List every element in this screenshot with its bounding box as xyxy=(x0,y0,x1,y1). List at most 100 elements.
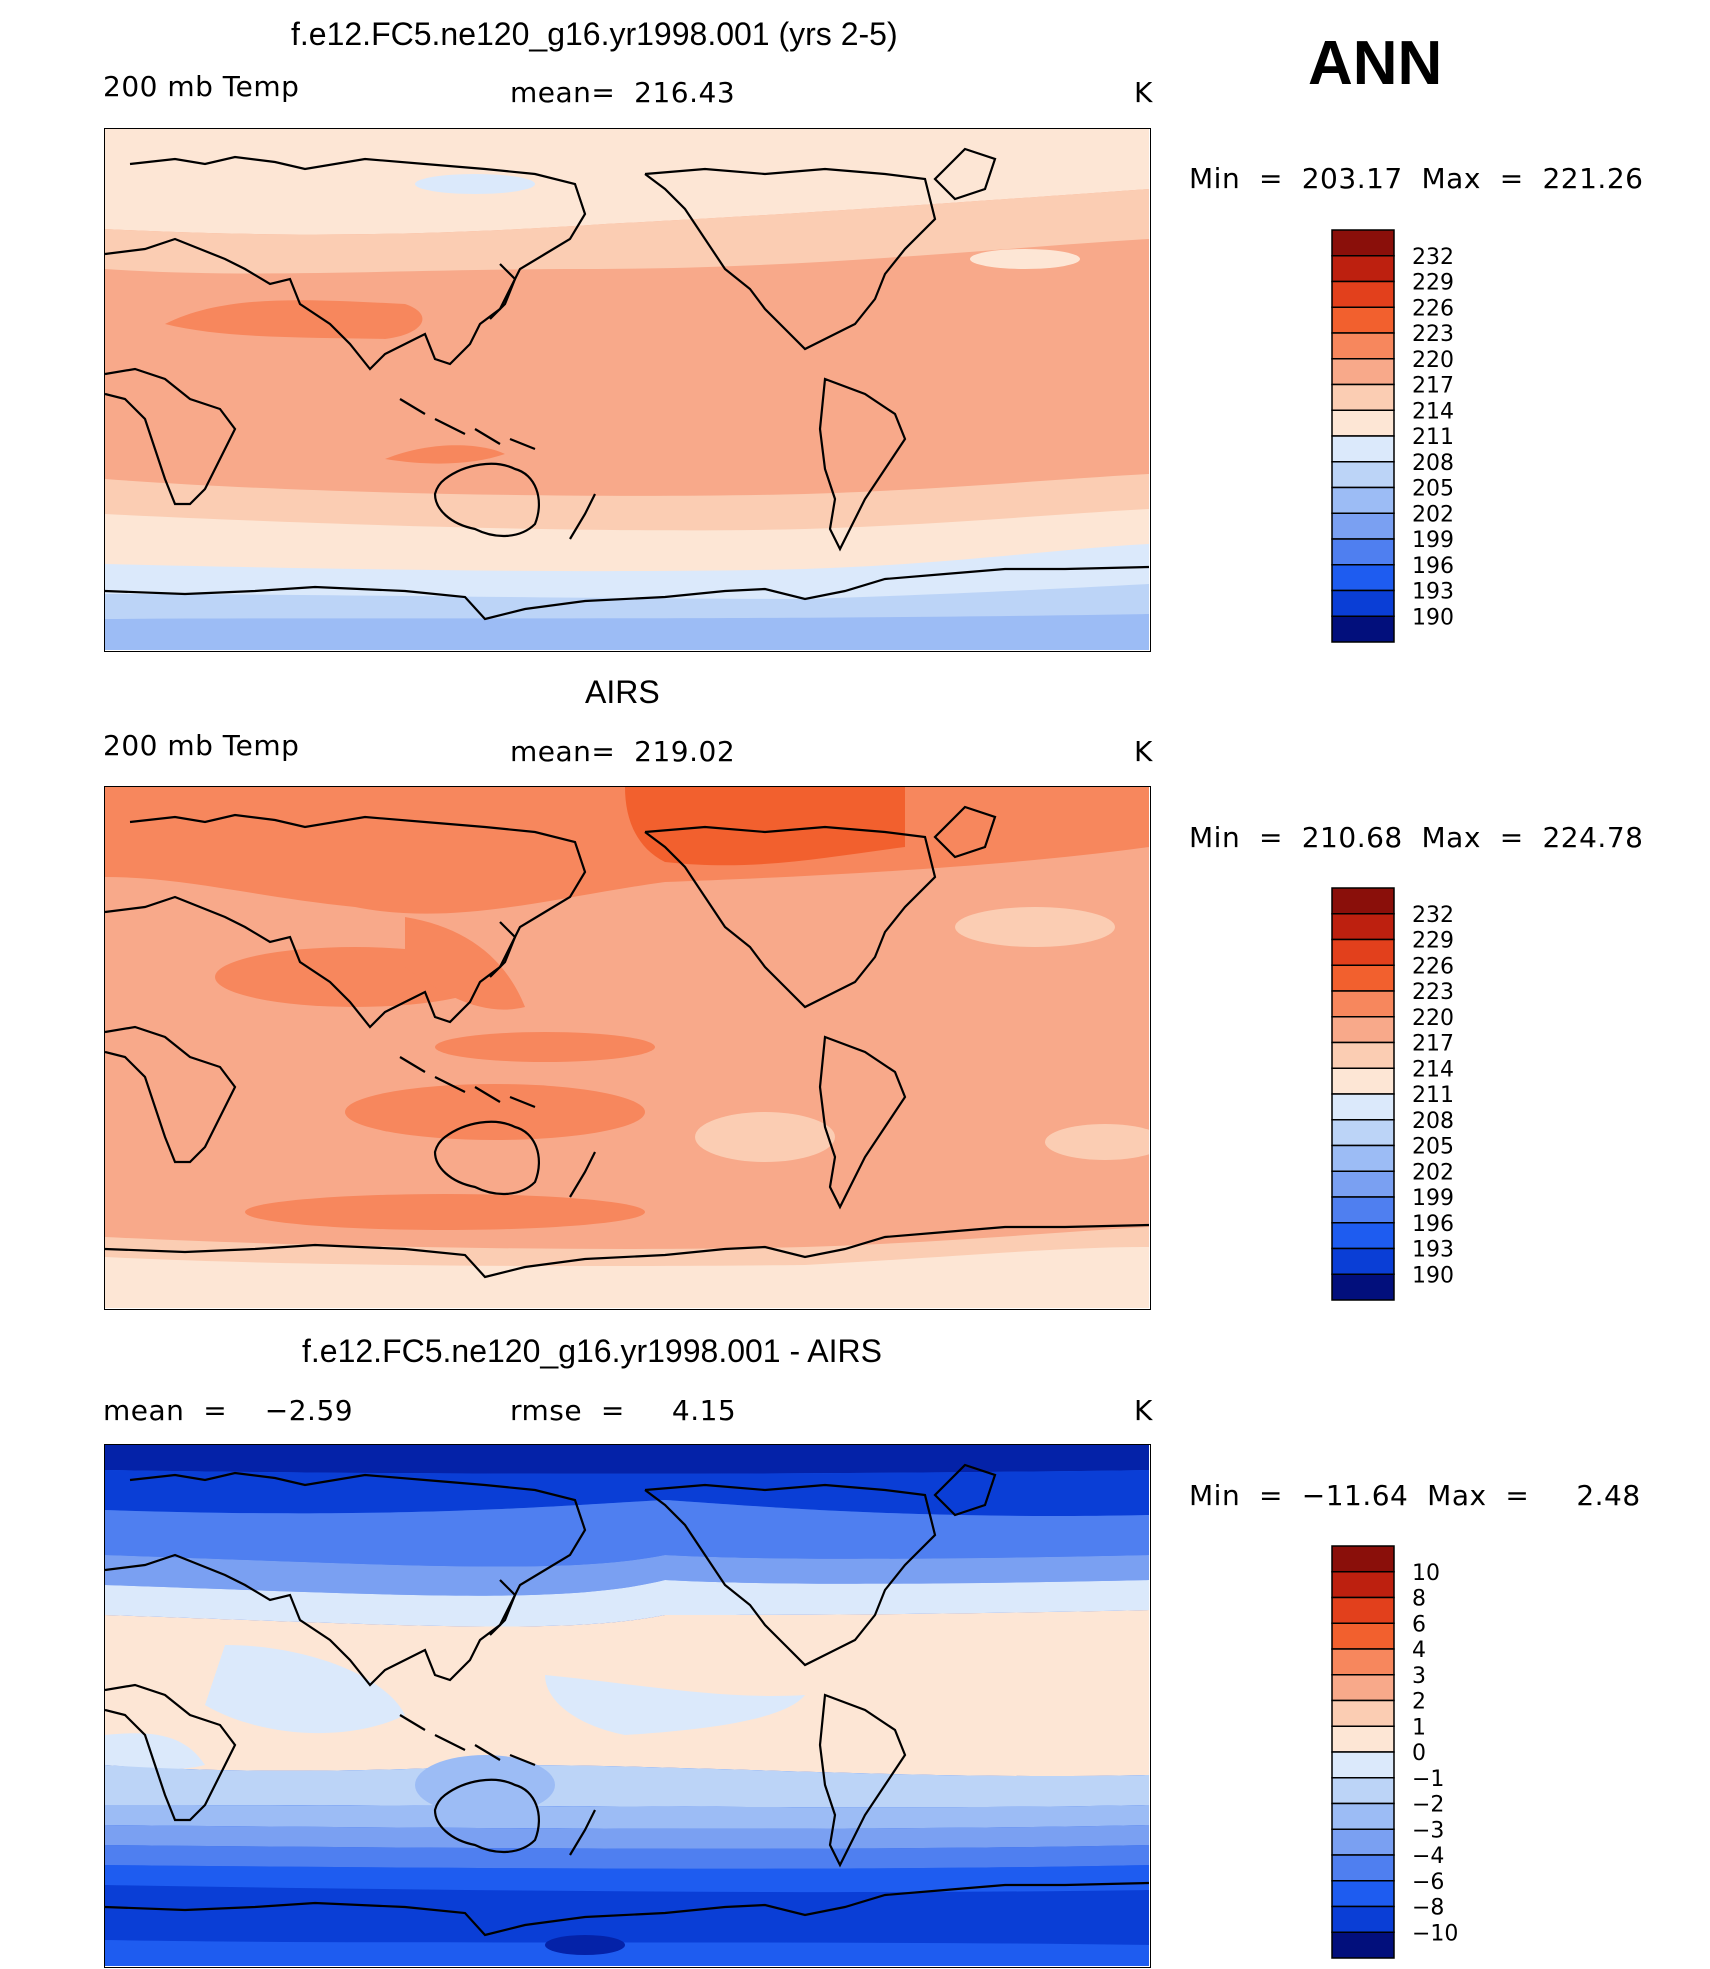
colorbar-tick-label: 3 xyxy=(1412,1664,1426,1689)
coastlines xyxy=(105,147,1149,621)
colorbar-swatch xyxy=(1331,306,1395,334)
colorbar-swatch xyxy=(1331,1905,1395,1933)
colorbar-swatch xyxy=(1331,255,1395,283)
mean-label: mean= 216.43 xyxy=(510,76,736,109)
colorbar-tick-label: 10 xyxy=(1412,1561,1440,1586)
units-label: K xyxy=(1134,735,1153,768)
colorbar-swatch xyxy=(1331,435,1395,463)
colorbar-swatch xyxy=(1331,1828,1395,1856)
colorbar-swatch xyxy=(1331,461,1395,489)
colorbar-swatch xyxy=(1331,358,1395,386)
map-plot xyxy=(105,1445,1149,1966)
colorbar-tick-label: 217 xyxy=(1412,374,1454,399)
colorbar-tick-label: 211 xyxy=(1412,425,1454,450)
colorbar-tick-label: 1 xyxy=(1412,1715,1426,1740)
colorbar-tick-label: 220 xyxy=(1412,348,1454,373)
colorbar-swatch xyxy=(1331,280,1395,308)
colorbar-swatch xyxy=(1331,1802,1395,1830)
colorbar-swatch xyxy=(1331,229,1395,257)
colorbar-tick-label: 196 xyxy=(1412,1212,1454,1237)
colorbar-swatch xyxy=(1331,1041,1395,1069)
colorbar-tick-label: 232 xyxy=(1412,903,1454,928)
colorbar-tick-label: 214 xyxy=(1412,1057,1454,1082)
colorbar-tick-label: 220 xyxy=(1412,1006,1454,1031)
world-map xyxy=(104,1444,1151,1968)
colorbar-swatch xyxy=(1331,1699,1395,1727)
colorbar-swatch xyxy=(1331,1571,1395,1599)
colorbar-swatch xyxy=(1331,615,1395,643)
colorbar-swatch xyxy=(1331,564,1395,592)
colorbar-swatch xyxy=(1331,1622,1395,1650)
colorbar-tick-label: 2 xyxy=(1412,1690,1426,1715)
mean-label: mean= 219.02 xyxy=(510,735,736,768)
colorbar-swatch xyxy=(1331,589,1395,617)
colorbar-swatch xyxy=(1331,332,1395,360)
colorbar-swatch xyxy=(1331,1751,1395,1779)
colorbar-tick-label: 190 xyxy=(1412,605,1454,630)
colorbar-swatch xyxy=(1331,1725,1395,1753)
units-label: K xyxy=(1134,76,1153,109)
colorbar-svg: 2322292262232202172142112082052021991961… xyxy=(1331,229,1454,643)
colorbar-tick-label: 217 xyxy=(1412,1032,1454,1057)
colorbar-swatch xyxy=(1331,1273,1395,1301)
coastlines xyxy=(105,805,1149,1279)
colorbar-tick-label: 193 xyxy=(1412,1238,1454,1263)
colorbar-swatch xyxy=(1331,512,1395,540)
colorbar-swatch xyxy=(1331,1648,1395,1676)
colorbar: 232 229 226 223 220 217 214 211 208 205 202 199 196 1… xyxy=(1330,886,1490,1302)
colorbar-swatch xyxy=(1331,1196,1395,1224)
variable-label: 200 mb Temp xyxy=(103,729,300,762)
colorbar-tick-label: 193 xyxy=(1412,580,1454,605)
panel-title: AIRS xyxy=(585,674,660,710)
colorbar-swatch xyxy=(1331,1144,1395,1172)
colorbar-swatch xyxy=(1331,1067,1395,1095)
colorbar-swatch xyxy=(1331,1777,1395,1805)
colorbar-swatch xyxy=(1331,913,1395,941)
colorbar-svg: 2322292262232202172142112082052021991961… xyxy=(1331,887,1454,1301)
colorbar-swatch xyxy=(1331,1931,1395,1959)
colorbar: 10 8 6 4 3 2 1 0 −1 −2 −3 −4 −6 −8 −10 xyxy=(1330,1544,1490,1960)
colorbar-tick-label: −8 xyxy=(1412,1896,1444,1921)
colorbar-swatch xyxy=(1331,1093,1395,1121)
colorbar-tick-label: 223 xyxy=(1412,322,1454,347)
colorbar-swatch xyxy=(1331,1222,1395,1250)
colorbar-tick-label: 8 xyxy=(1412,1587,1426,1612)
colorbar-swatch xyxy=(1331,1880,1395,1908)
colorbar-swatch xyxy=(1331,486,1395,514)
colorbar-tick-label: −1 xyxy=(1412,1767,1444,1792)
colorbar-swatch xyxy=(1331,1016,1395,1044)
colorbar-tick-label: −10 xyxy=(1412,1921,1458,1946)
colorbar-tick-label: 4 xyxy=(1412,1638,1426,1663)
map-plot xyxy=(105,129,1149,650)
colorbar-swatch xyxy=(1331,1247,1395,1275)
rmse-label: rmse = 4.15 xyxy=(510,1394,737,1427)
colorbar-swatch xyxy=(1331,1854,1395,1882)
colorbar-swatch xyxy=(1331,990,1395,1018)
units-label: K xyxy=(1134,1394,1153,1427)
map-plot xyxy=(105,787,1149,1308)
colorbar-swatch xyxy=(1331,538,1395,566)
colorbar-tick-label: 214 xyxy=(1412,399,1454,424)
colorbar-tick-label: 232 xyxy=(1412,245,1454,270)
colorbar-tick-label: 205 xyxy=(1412,477,1454,502)
colorbar-tick-label: 199 xyxy=(1412,528,1454,553)
mean-label: mean = −2.59 xyxy=(103,1394,354,1427)
colorbar-swatch xyxy=(1331,938,1395,966)
min-max-label: Min = 203.17 Max = 221.26 xyxy=(1189,162,1644,195)
colorbar-tick-label: −3 xyxy=(1412,1818,1444,1843)
colorbar-swatch xyxy=(1331,964,1395,992)
colorbar-tick-label: 190 xyxy=(1412,1263,1454,1288)
colorbar-tick-label: 211 xyxy=(1412,1083,1454,1108)
colorbar-tick-label: 229 xyxy=(1412,271,1454,296)
colorbar-tick-label: 6 xyxy=(1412,1612,1426,1637)
colorbar-tick-label: 199 xyxy=(1412,1186,1454,1211)
colorbar-swatch xyxy=(1331,1674,1395,1702)
colorbar-tick-label: 226 xyxy=(1412,296,1454,321)
variable-label: 200 mb Temp xyxy=(103,70,300,103)
panel-title: f.e12.FC5.ne120_g16.yr1998.001 - AIRS xyxy=(302,1333,882,1369)
colorbar-tick-label: 202 xyxy=(1412,1160,1454,1185)
colorbar-tick-label: 202 xyxy=(1412,502,1454,527)
colorbar-tick-label: 208 xyxy=(1412,1109,1454,1134)
colorbar-swatch xyxy=(1331,1170,1395,1198)
colorbar-tick-label: −2 xyxy=(1412,1793,1444,1818)
